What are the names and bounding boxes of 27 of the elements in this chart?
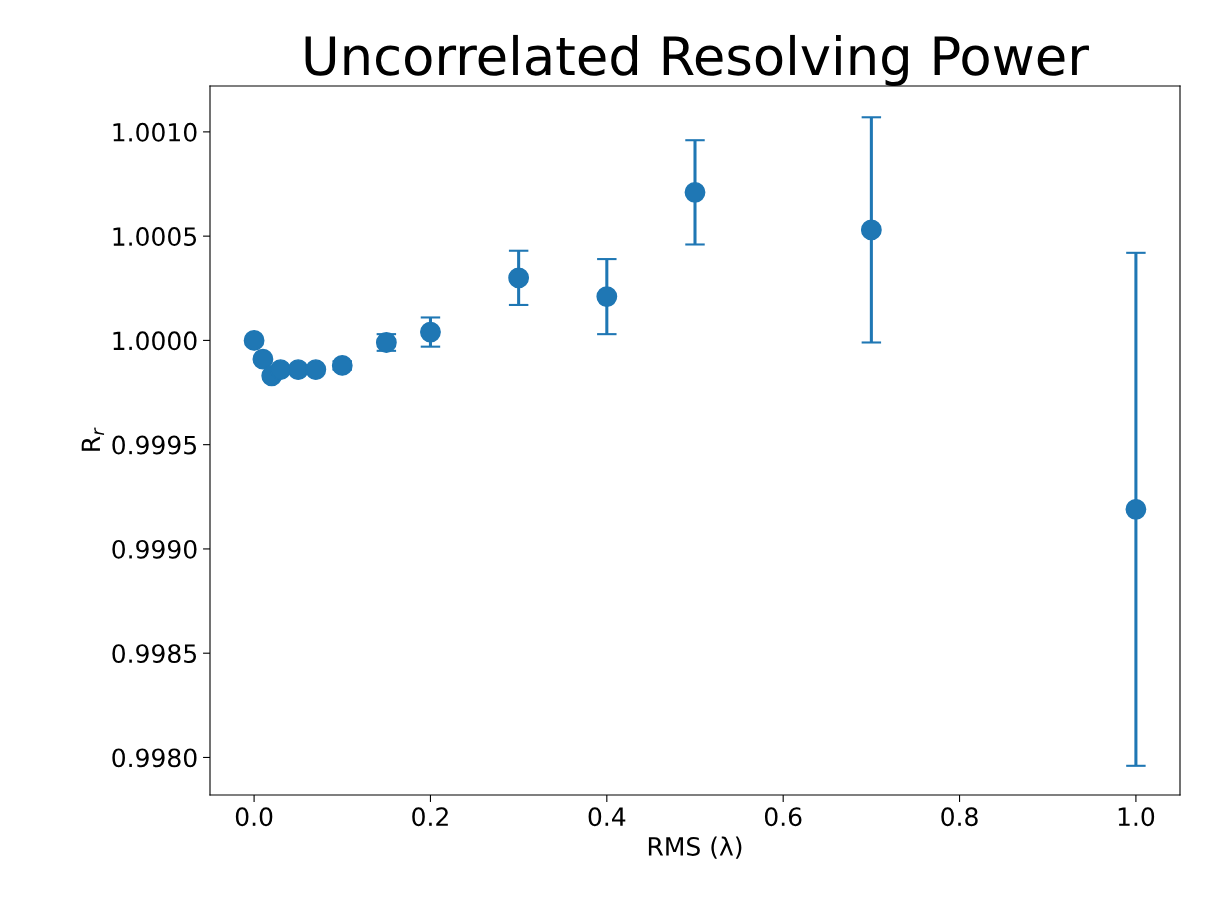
x-tick-label: 0.8	[941, 807, 978, 827]
x-tick-label: 1.0	[1118, 807, 1155, 827]
y-tick-label: 0.9980	[112, 748, 197, 768]
chart-title: Uncorrelated Resolving Power	[305, 34, 1089, 86]
y-tick-label: 1.0010	[113, 122, 197, 142]
point	[596, 286, 618, 308]
x-tick-label: 0.0	[235, 807, 273, 827]
point	[270, 359, 291, 381]
point	[243, 329, 265, 351]
y-tick-label: 0.9995	[112, 435, 197, 455]
y-axis-title: R$_{r}$	[81, 427, 105, 451]
y-tick-label: 1.0000	[113, 331, 197, 351]
point	[420, 321, 441, 343]
point	[1125, 498, 1147, 520]
y-tick-label: 0.9985	[112, 644, 197, 664]
x-tick-label: 0.4	[588, 807, 626, 827]
x-tick-label: 0.6	[764, 807, 802, 827]
y-tick-label: 1.0005	[113, 227, 197, 246]
x-axis-title: RMS (λ)	[648, 836, 742, 859]
point	[860, 219, 882, 241]
x-tick-label: 0.2	[412, 807, 448, 827]
point	[287, 359, 309, 381]
point	[684, 181, 706, 203]
point	[508, 267, 530, 289]
y-tick-label: 0.9990	[112, 539, 197, 559]
point	[305, 359, 327, 381]
point	[252, 348, 274, 370]
